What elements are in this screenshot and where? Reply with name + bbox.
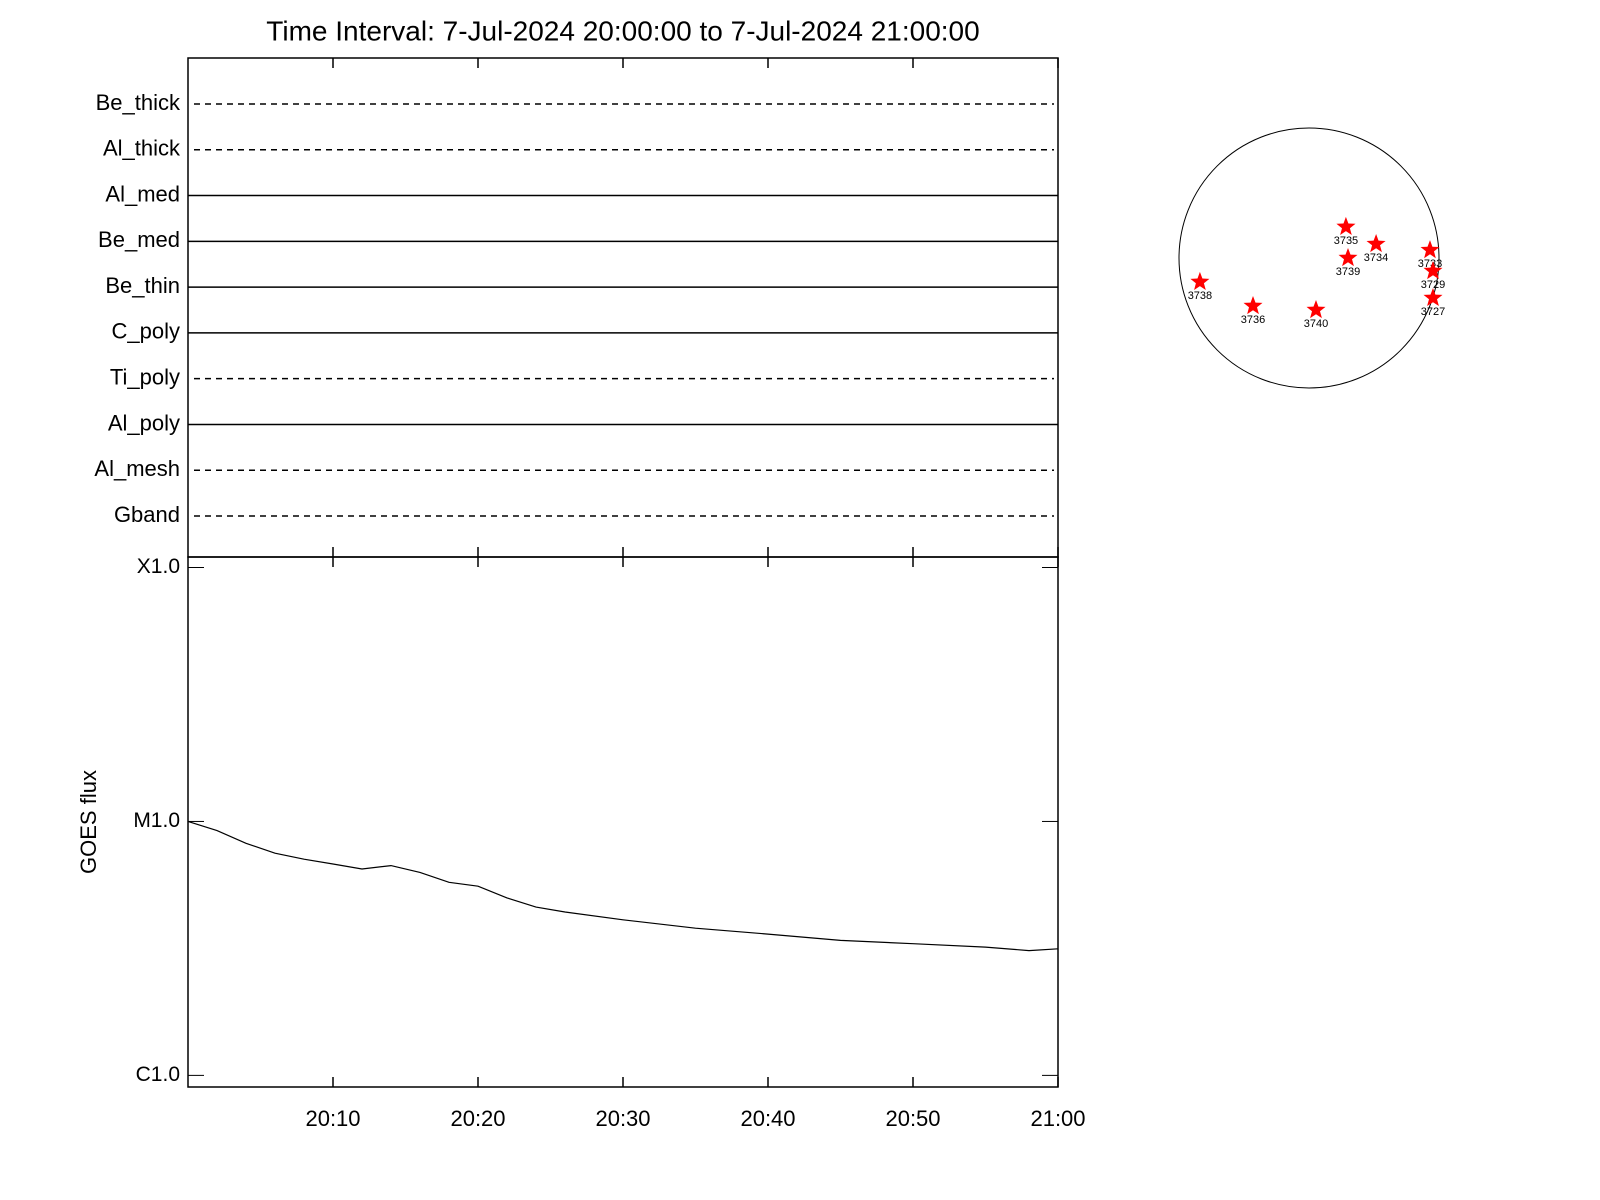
y-tick-label: C1.0: [136, 1063, 180, 1086]
y-tick-label: M1.0: [133, 809, 180, 832]
region-label: 3740: [1304, 318, 1328, 330]
x-tick-label: 20:40: [740, 1106, 795, 1131]
filter-label: Al_poly: [108, 410, 180, 435]
region-label: 3727: [1421, 306, 1445, 318]
filter-label: Be_thin: [105, 273, 180, 298]
filter-label: Al_med: [105, 181, 180, 206]
filter-label: Al_thick: [103, 136, 181, 161]
y-axis-label: GOES flux: [76, 770, 101, 874]
filter-label: Be_thick: [96, 90, 181, 115]
goes-curve: [187, 820, 1059, 952]
region-star: [1420, 240, 1440, 259]
region-label: 3738: [1188, 290, 1212, 302]
region-star: [1423, 288, 1443, 306]
region-star: [1336, 216, 1356, 235]
region-star: [1243, 296, 1263, 315]
region-label: 3735: [1334, 235, 1358, 247]
region-star: [1306, 300, 1326, 319]
filter-label: Ti_poly: [110, 364, 180, 389]
solar-disk: [1178, 127, 1440, 389]
region-label: 3729: [1421, 279, 1445, 291]
region-label: 3739: [1336, 266, 1360, 278]
region-star: [1338, 248, 1358, 267]
filter-label: Be_med: [98, 227, 180, 252]
x-tick-label: 20:50: [885, 1106, 940, 1131]
x-tick-label: 21:00: [1030, 1106, 1085, 1131]
chart-title: Time Interval: 7-Jul-2024 20:00:00 to 7-…: [266, 15, 979, 46]
region-star: [1190, 271, 1210, 290]
x-tick-label: 20:10: [305, 1106, 360, 1131]
x-tick-label: 20:20: [450, 1106, 505, 1131]
filter-label: C_poly: [112, 319, 180, 344]
region-label: 3734: [1364, 252, 1388, 264]
region-star: [1366, 234, 1386, 253]
filter-label: Gband: [114, 502, 180, 527]
y-tick-label: X1.0: [137, 555, 180, 578]
x-tick-label: 20:30: [595, 1106, 650, 1131]
region-label: 3736: [1241, 314, 1265, 326]
filter-label: Al_mesh: [94, 456, 180, 481]
region-star: [1423, 261, 1443, 280]
region-label: 3733: [1418, 258, 1442, 270]
